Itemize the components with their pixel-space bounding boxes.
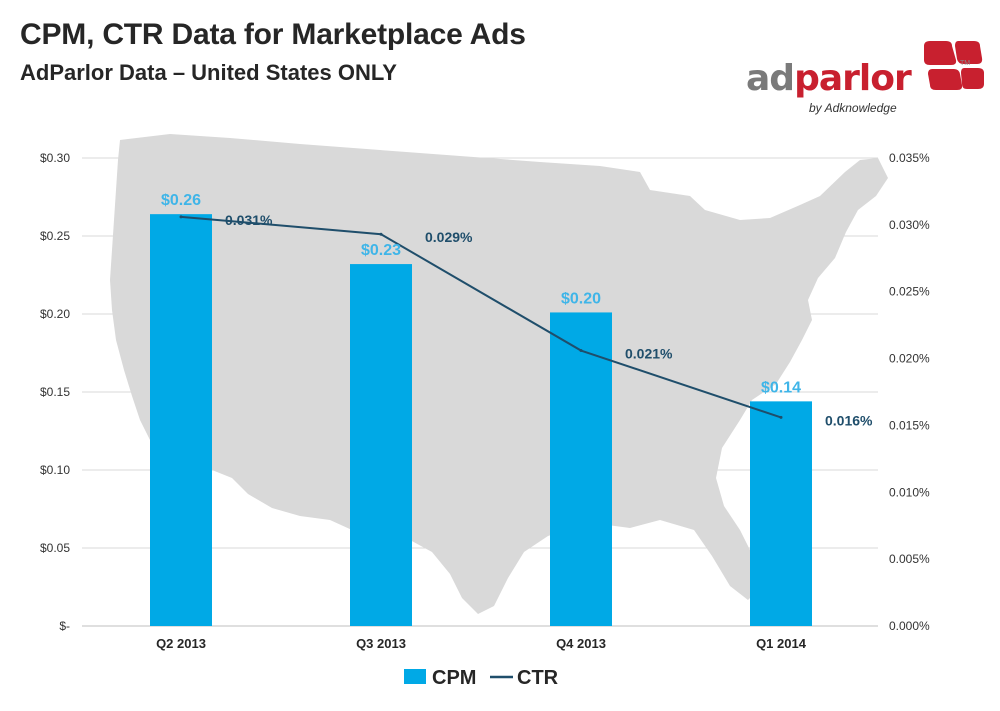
x-axis-category-label: Q4 2013 xyxy=(556,636,606,651)
right-axis-tick-label: 0.010% xyxy=(889,485,930,499)
adparlor-logo: adparlor TM by Adknowledge xyxy=(746,38,986,118)
right-y-axis: 0.000% 0.005% 0.010% 0.015% 0.020% 0.025% 0.03… xyxy=(889,151,930,633)
ctr-line-series xyxy=(179,215,783,419)
right-axis-tick-label: 0.030% xyxy=(889,218,930,232)
x-axis-category-label: Q1 2014 xyxy=(756,636,807,651)
chart-legend: CPM CTR xyxy=(404,667,559,689)
left-axis-tick-label: $0.20 xyxy=(40,307,70,321)
cpm-data-label: $0.26 xyxy=(161,192,201,209)
right-axis-tick-label: 0.035% xyxy=(889,151,930,165)
right-axis-tick-label: 0.005% xyxy=(889,552,930,566)
cpm-bar xyxy=(150,214,212,626)
legend-cpm-swatch xyxy=(404,669,426,684)
left-axis-tick-label: $0.30 xyxy=(40,151,70,165)
ctr-data-label: 0.016% xyxy=(825,412,873,428)
right-axis-tick-label: 0.020% xyxy=(889,352,930,366)
right-axis-tick-label: 0.015% xyxy=(889,418,930,432)
x-axis-categories: Q2 2013 Q3 2013 Q4 2013 Q1 2014 xyxy=(156,636,807,651)
data-labels: $0.26 $0.23 $0.20 $0.14 0.031% 0.029% 0.021% 0.… xyxy=(161,192,873,428)
right-axis-tick-label: 0.000% xyxy=(889,619,930,633)
cpm-data-label: $0.14 xyxy=(761,379,801,396)
cpm-bar xyxy=(550,312,612,626)
left-y-axis: $- $0.05 $0.10 $0.15 $0.20 $0.25 $0.30 xyxy=(40,151,70,633)
right-axis-tick-label: 0.025% xyxy=(889,285,930,299)
cpm-data-label: $0.23 xyxy=(361,242,401,259)
left-axis-tick-label: $0.15 xyxy=(40,385,70,399)
cpm-bar xyxy=(750,401,812,626)
legend-ctr-label: CTR xyxy=(517,667,559,689)
us-map-background xyxy=(110,134,888,614)
cpm-data-label: $0.20 xyxy=(561,290,601,307)
left-axis-tick-label: $0.25 xyxy=(40,229,70,243)
logo-tagline: by Adknowledge xyxy=(809,101,897,115)
chart-title: CPM, CTR Data for Marketplace Ads xyxy=(20,18,526,51)
logo-wordmark: adparlor xyxy=(746,58,912,99)
left-axis-tick-label: $- xyxy=(59,619,70,633)
ctr-point xyxy=(579,349,583,353)
ctr-data-label: 0.021% xyxy=(625,346,673,362)
logo-blocks-icon xyxy=(924,41,984,90)
x-axis-category-label: Q3 2013 xyxy=(356,636,406,651)
x-axis-category-label: Q2 2013 xyxy=(156,636,206,651)
gridlines xyxy=(82,157,878,627)
left-axis-tick-label: $0.05 xyxy=(40,541,70,555)
ctr-point xyxy=(379,232,383,236)
left-axis-tick-label: $0.10 xyxy=(40,463,70,477)
cpm-bar xyxy=(350,264,412,626)
logo-trademark: TM xyxy=(960,60,971,67)
legend-cpm-label: CPM xyxy=(432,667,476,689)
ctr-data-label: 0.029% xyxy=(425,229,473,245)
cpm-bars xyxy=(150,214,812,626)
ctr-point xyxy=(179,215,183,219)
ctr-point xyxy=(779,415,783,419)
ctr-data-label: 0.031% xyxy=(225,212,273,228)
chart-subtitle: AdParlor Data – United States ONLY xyxy=(20,60,397,85)
ctr-line xyxy=(180,215,782,419)
